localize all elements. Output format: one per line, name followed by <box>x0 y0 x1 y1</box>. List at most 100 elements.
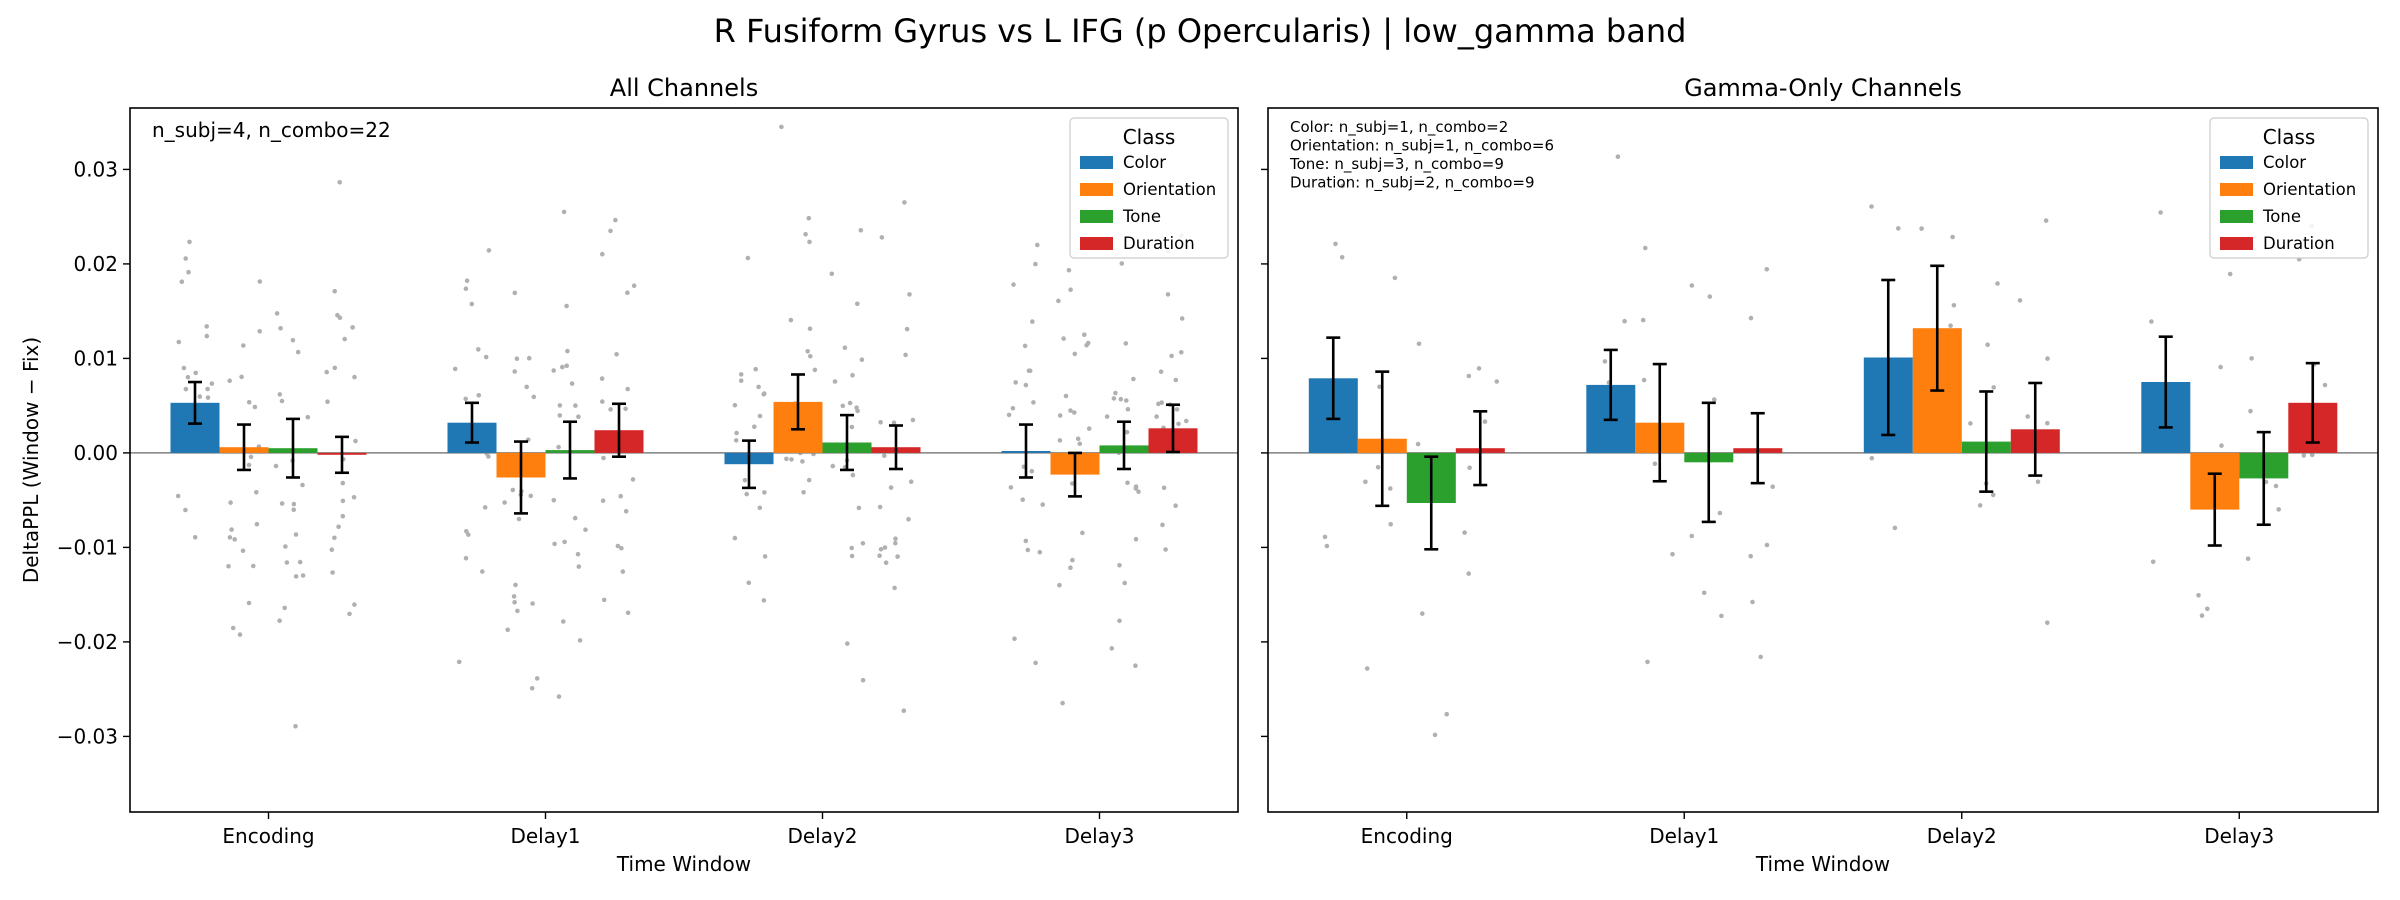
scatter-point <box>246 600 252 606</box>
scatter-point <box>1122 580 1127 586</box>
scatter-point <box>1392 275 1398 281</box>
scatter-point <box>240 548 246 554</box>
scatter-point <box>352 374 357 380</box>
annotation: Color: n_subj=1, n_combo=2 <box>1290 118 1508 137</box>
error-bar <box>237 423 251 472</box>
scatter-point <box>246 399 252 405</box>
scatter-point <box>241 343 246 348</box>
scatter-point <box>1717 510 1723 516</box>
scatter-point <box>779 124 784 130</box>
scatter-point <box>1111 396 1117 401</box>
scatter-point <box>1008 485 1014 490</box>
scatter-point <box>1363 479 1368 485</box>
panel-title: Gamma-Only Channels <box>1684 74 1962 102</box>
scatter-point <box>340 480 346 486</box>
annotation: n_subj=4, n_combo=22 <box>152 118 391 142</box>
scatter-point <box>531 394 537 400</box>
error-bar <box>2028 381 2043 477</box>
scatter-point <box>1615 154 1621 159</box>
scatter-point <box>512 290 518 296</box>
scatter-point <box>524 384 529 390</box>
scatter-point <box>1068 408 1073 413</box>
scatter-point <box>623 509 629 514</box>
scatter-point <box>573 403 578 408</box>
scatter-point <box>253 490 259 495</box>
x-tick-label: Encoding <box>222 824 314 848</box>
scatter-point <box>1968 421 1973 426</box>
scatter-point <box>248 454 254 460</box>
scatter-point <box>757 505 763 511</box>
scatter-point <box>1948 323 1953 329</box>
scatter-point <box>229 527 234 532</box>
scatter-point <box>332 288 338 294</box>
scatter-point <box>205 395 211 400</box>
series-duration <box>1455 361 2338 487</box>
scatter-point <box>2045 356 2050 361</box>
scatter-point <box>192 535 198 540</box>
error-bar <box>742 439 756 490</box>
scatter-point <box>183 256 188 261</box>
scatter-point <box>762 391 767 396</box>
y-tick-label: −0.02 <box>57 630 118 654</box>
scatter-point <box>1118 396 1124 402</box>
scatter-point <box>1012 636 1017 641</box>
scatter-point <box>745 255 751 261</box>
error-bar <box>2256 430 2271 527</box>
scatter-point <box>1719 613 1724 619</box>
scatter-point <box>230 625 236 631</box>
error-bar <box>335 435 349 475</box>
scatter-point <box>353 438 358 444</box>
scatter-point <box>752 424 757 430</box>
scatter-point <box>1077 441 1083 447</box>
scatter-point <box>257 279 263 284</box>
scatter-point <box>1641 377 1647 383</box>
series-duration <box>317 402 1198 475</box>
scatter-point <box>183 507 188 513</box>
scatter-point <box>1764 542 1770 548</box>
scatter-point <box>1072 351 1078 357</box>
scatter-point <box>806 215 812 221</box>
scatter-point <box>1892 525 1898 531</box>
scatter-point <box>1176 421 1181 427</box>
scatter-point <box>1154 414 1159 419</box>
scatter-point <box>1174 407 1180 412</box>
scatter-point <box>528 493 534 499</box>
scatter-point <box>1133 536 1139 542</box>
scatter-point <box>850 472 856 478</box>
error-bar <box>1068 451 1082 498</box>
scatter-point <box>1640 317 1646 323</box>
x-tick-label: Delay2 <box>787 824 857 848</box>
scatter-point <box>325 399 330 405</box>
scatter-point <box>252 404 258 410</box>
error-bar <box>1166 403 1180 454</box>
scatter-point <box>279 398 285 404</box>
scatter-point <box>608 228 613 234</box>
scatter-point <box>246 462 252 468</box>
scatter-point <box>562 539 567 545</box>
scatter-point <box>1023 538 1029 544</box>
scatter-point <box>534 676 540 681</box>
scatter-point <box>1125 407 1131 412</box>
scatter-point <box>277 618 282 623</box>
scatter-point <box>850 373 855 378</box>
scatter-point <box>830 463 836 469</box>
error-bar <box>1652 362 1667 483</box>
legend-label: Color <box>2263 153 2306 172</box>
scatter-point <box>1057 582 1062 588</box>
scatter-point <box>859 357 865 363</box>
scatter-point <box>293 574 299 579</box>
scatter-point <box>2045 420 2050 426</box>
scatter-point <box>1179 350 1184 355</box>
scatter-point <box>295 349 301 355</box>
scatter-point <box>1324 543 1330 549</box>
scatter-point <box>575 551 581 557</box>
scatter-point <box>329 547 335 552</box>
scatter-point <box>469 301 475 307</box>
scatter-point <box>1748 315 1754 321</box>
scatter-point <box>1085 340 1091 346</box>
scatter-point <box>1764 267 1770 272</box>
scatter-point <box>564 303 569 309</box>
scatter-point <box>744 491 749 497</box>
scatter-point <box>290 337 296 343</box>
scatter-point <box>1063 393 1069 399</box>
